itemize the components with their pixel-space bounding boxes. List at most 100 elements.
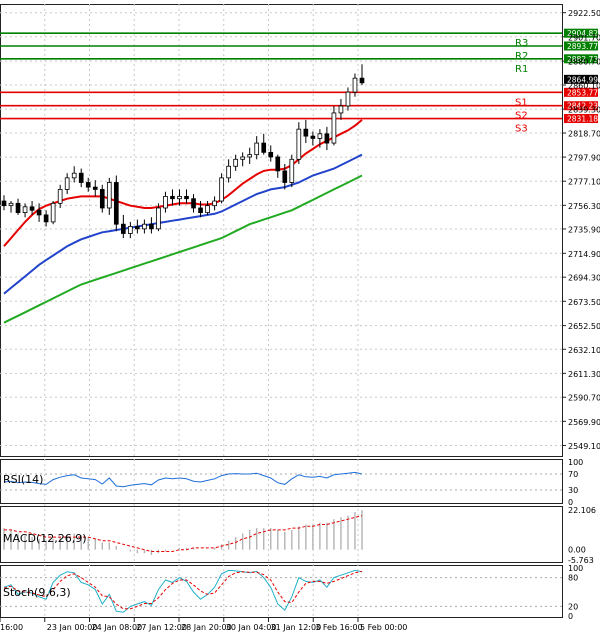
rsi-tick-label: 100: [568, 458, 583, 467]
stoch-tick-label: 80: [568, 574, 578, 583]
candle-body-up: [205, 205, 210, 214]
price-tick-label: 2611.30: [568, 370, 600, 379]
level-price-label: 2882.73: [567, 55, 598, 64]
candle: [121, 214, 126, 239]
level-price-label: 2904.82: [567, 29, 598, 38]
price-tick-label: 2818.70: [568, 129, 600, 138]
candle-body-down: [15, 202, 21, 214]
candle-body-up: [57, 189, 63, 204]
candle-body-up: [128, 226, 133, 234]
price-tick-label: 2922.50: [568, 9, 600, 18]
level-price-label: 2831.18: [567, 115, 598, 124]
candle-body-up: [163, 195, 168, 209]
price-tick-label: 2694.30: [568, 274, 600, 283]
candle-body-down: [282, 170, 288, 183]
candle-body-down: [135, 226, 140, 230]
time-tick-label: 31 Jan 12:00: [271, 623, 322, 632]
candle-body-up: [106, 182, 112, 209]
candle-body-up: [338, 105, 344, 114]
candle: [268, 145, 274, 162]
level-price-tag: [564, 101, 598, 111]
stoch-tick-label: 100: [568, 564, 583, 573]
candle: [226, 159, 231, 183]
stoch-tick-label: 20: [568, 602, 578, 611]
time-tick-label: 3 Feb 16:00: [315, 623, 362, 632]
level-price-label: 2893.77: [567, 42, 598, 51]
macd-label: MACD(12,26,9): [3, 532, 87, 545]
candle-body-up: [8, 202, 14, 207]
candle: [219, 173, 224, 204]
candle-body-down: [303, 128, 309, 137]
candle: [22, 203, 28, 218]
candle: [149, 217, 154, 234]
candle: [113, 175, 119, 232]
level-price-tag: [564, 41, 598, 51]
candle: [289, 154, 295, 188]
candle-body-down: [359, 77, 365, 84]
candle: [191, 194, 196, 213]
candle: [338, 99, 344, 120]
candle-body-down: [275, 156, 281, 172]
candle: [170, 189, 175, 206]
price-tick-label: 2839.30: [568, 106, 600, 115]
level-name-label: R3: [515, 38, 528, 49]
candle-body-up: [177, 195, 182, 200]
candle: [36, 203, 42, 222]
price-tick-label: 2714.90: [568, 250, 600, 259]
price-tick-label: 2569.90: [568, 418, 600, 427]
rsi-tick-label: 0: [568, 498, 573, 507]
time-tick-label: 28 Jan 20:00: [181, 623, 232, 632]
candle: [142, 219, 147, 234]
candle: [99, 184, 105, 213]
candle: [156, 203, 161, 232]
price-tick-label: 2756.30: [568, 202, 600, 211]
candle-body-up: [240, 156, 245, 160]
candle: [324, 126, 330, 151]
candle-body-down: [191, 198, 196, 209]
candle: [282, 163, 288, 190]
time-tick-label: 16:00: [0, 623, 23, 632]
price-tick-label: 2797.90: [568, 154, 600, 163]
macd-tick-label: -5.763: [568, 556, 594, 565]
candle: [43, 210, 49, 227]
candle: [78, 168, 84, 188]
candle: [92, 180, 98, 197]
candle-body-up: [212, 200, 217, 207]
level-name-label: S2: [515, 111, 528, 122]
candle-body-down: [1, 200, 7, 207]
price-tick-label: 2901.70: [568, 33, 600, 42]
candle: [331, 105, 337, 146]
candle-body-down: [113, 182, 119, 225]
rsi-tick-label: 30: [568, 486, 578, 495]
candle: [71, 166, 77, 183]
candle-body-down: [36, 209, 42, 216]
price-tick-label: 2673.50: [568, 298, 600, 307]
rsi-line: [3, 471, 363, 488]
candle-body-up: [289, 158, 295, 183]
candle: [352, 73, 358, 97]
candle: [198, 201, 203, 218]
macd-pane-frame: [0, 506, 563, 563]
candle-body-up: [64, 177, 70, 190]
candle: [184, 189, 189, 204]
candle-body-down: [261, 142, 267, 153]
candle-body-down: [268, 151, 274, 158]
candle: [303, 119, 309, 144]
time-tick-label: 5 Feb 00:00: [360, 623, 407, 632]
time-tick-label: 23 Jan 00:00: [47, 623, 98, 632]
candle: [205, 201, 210, 215]
candle: [254, 136, 260, 160]
candle: [29, 201, 35, 215]
candle: [247, 147, 253, 164]
candle-body-down: [29, 206, 35, 211]
candle-body-down: [43, 214, 49, 223]
level-price-tag: [564, 87, 598, 97]
level-price-tag: [564, 54, 598, 64]
time-tick-label: 27 Jan 12:00: [136, 623, 187, 632]
candle-body-down: [85, 182, 91, 188]
candle-body-up: [50, 202, 56, 223]
candle-body-down: [170, 195, 175, 200]
candle-body-up: [226, 165, 231, 179]
time-tick-label: 30 Jan 04:00: [226, 623, 277, 632]
